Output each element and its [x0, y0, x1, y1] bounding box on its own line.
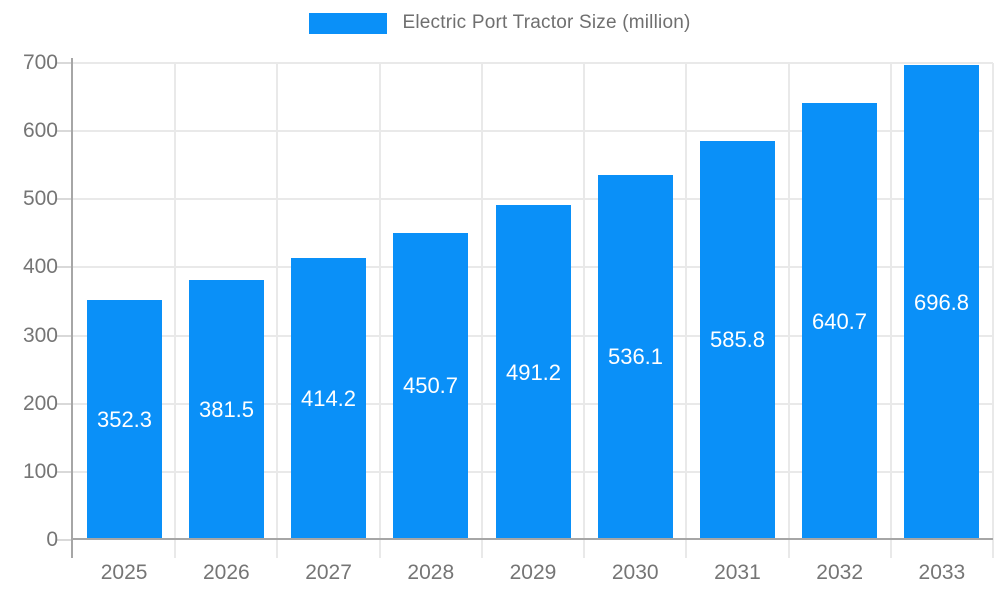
- bar-2025[interactable]: 352.3: [87, 299, 162, 540]
- gridline-x-6: [685, 63, 688, 558]
- gridline-x-1: [174, 63, 177, 558]
- x-axis-label-2027: 2027: [305, 561, 352, 584]
- y-axis-label-700: 700: [22, 51, 58, 74]
- x-axis-label-2025: 2025: [100, 561, 148, 584]
- x-axis-label-2031: 2031: [714, 561, 761, 584]
- y-tick-0: [57, 539, 73, 541]
- bar-2033[interactable]: 696.8: [904, 65, 979, 540]
- y-tick-200: [57, 402, 73, 405]
- y-axis-label-500: 500: [22, 187, 58, 211]
- bar-2030[interactable]: 536.1: [598, 174, 673, 540]
- y-axis-label-200: 200: [22, 391, 58, 415]
- bar-value-label: 381.5: [198, 397, 255, 422]
- bar-2029[interactable]: 491.2: [496, 205, 571, 540]
- bar-2031[interactable]: 585.8: [700, 140, 775, 540]
- bar-value-label: 536.1: [607, 344, 664, 370]
- gridline-x-7: [787, 63, 790, 558]
- x-axis-label-2029: 2029: [509, 561, 557, 584]
- x-axis-line: [73, 538, 993, 540]
- x-axis-label-2028: 2028: [407, 561, 455, 584]
- gridline-x-8: [889, 63, 892, 558]
- y-axis-label-0: 0: [46, 528, 58, 551]
- gridline-x-3: [378, 63, 381, 558]
- bar-2032[interactable]: 640.7: [802, 103, 877, 540]
- legend-swatch: [309, 12, 388, 34]
- gridline-x-2: [276, 63, 279, 558]
- legend-label: Electric Port Tractor Size (million): [402, 12, 691, 33]
- gridline-y-700: [73, 62, 993, 64]
- plot-area: 0 100 200 300 400 500 600 700 352.3 2025 381.5 2026…: [23, 51, 994, 584]
- bar-value-label: 414.2: [300, 385, 357, 411]
- bar-2028[interactable]: 450.7: [393, 232, 468, 540]
- bar-value-label: 352.3: [96, 406, 153, 432]
- y-tick-500: [57, 198, 73, 201]
- y-tick-700: [57, 62, 73, 64]
- legend-item[interactable]: Electric Port Tractor Size (million): [309, 12, 690, 34]
- gridline-x-9: [992, 63, 994, 558]
- bar-2026[interactable]: 381.5: [189, 280, 264, 540]
- x-axis-label-2026: 2026: [202, 561, 250, 584]
- bar-value-label: 450.7: [402, 373, 459, 399]
- bar-2027[interactable]: 414.2: [291, 257, 366, 540]
- y-tick-100: [57, 470, 73, 473]
- y-tick-400: [57, 266, 73, 269]
- x-axis-label-2033: 2033: [918, 561, 966, 584]
- bar-value-label: 491.2: [505, 359, 562, 385]
- gridline-y-600: [73, 130, 993, 133]
- y-axis-label-100: 100: [22, 459, 58, 483]
- y-axis-label-400: 400: [22, 255, 58, 279]
- bar-value-label: 640.7: [811, 308, 868, 334]
- gridline-x-5: [583, 63, 586, 558]
- bar-value-label: 696.8: [913, 289, 970, 315]
- gridline-y-500: [73, 198, 993, 201]
- x-axis-label-2032: 2032: [816, 561, 864, 584]
- x-axis-label-2030: 2030: [611, 561, 659, 584]
- gridline-x-4: [480, 63, 483, 558]
- y-axis-line: [71, 58, 73, 558]
- bar-value-label: 585.8: [709, 327, 766, 353]
- legend: Electric Port Tractor Size (million): [0, 12, 1000, 34]
- y-tick-300: [57, 334, 73, 337]
- y-axis-label-600: 600: [22, 119, 58, 143]
- y-tick-600: [57, 130, 73, 133]
- y-axis-label-300: 300: [22, 323, 58, 347]
